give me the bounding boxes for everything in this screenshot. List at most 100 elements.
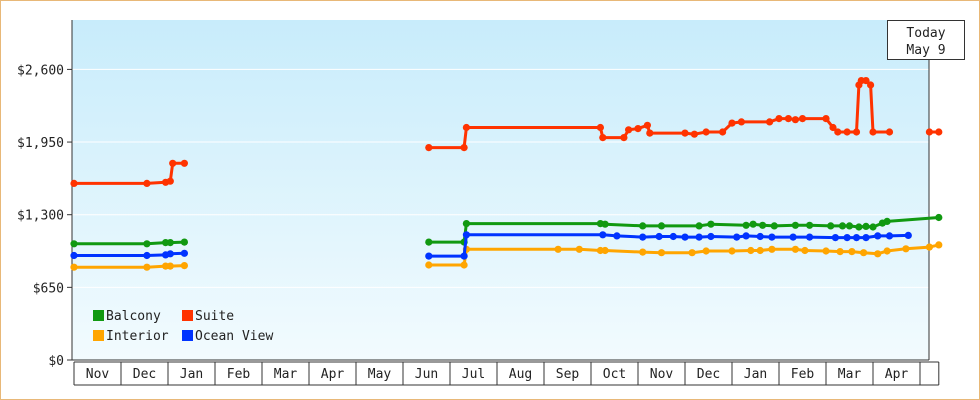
data-point: [768, 245, 776, 253]
data-point: [143, 251, 151, 260]
data-point: [737, 118, 746, 126]
month-label: Nov: [86, 367, 110, 382]
data-point: [874, 232, 882, 240]
data-point: [829, 123, 837, 132]
data-point: [554, 245, 562, 253]
data-point: [599, 134, 607, 142]
data-point: [143, 179, 151, 187]
data-point: [180, 238, 188, 246]
data-point: [639, 222, 647, 230]
today-marker: Today May 9: [887, 20, 965, 60]
data-point: [766, 118, 774, 126]
data-point: [862, 77, 870, 85]
data-point: [860, 249, 868, 257]
data-point: [707, 232, 715, 241]
data-point: [862, 222, 870, 230]
data-point: [759, 221, 767, 229]
data-point: [834, 128, 842, 136]
month-label: Sep: [556, 367, 580, 382]
data-point: [596, 123, 605, 132]
data-point: [601, 220, 609, 228]
data-point: [143, 263, 151, 271]
series-lines: [70, 77, 943, 271]
y-tick-label: $2,600: [17, 63, 64, 78]
data-point: [688, 249, 696, 257]
data-point: [843, 128, 851, 136]
data-point: [756, 232, 764, 241]
legend-swatch: [182, 310, 193, 321]
data-point: [869, 223, 877, 231]
legend: Balcony Suite Interior Ocean View: [93, 309, 273, 344]
data-point: [70, 251, 78, 260]
data-point: [791, 245, 800, 253]
data-point: [169, 159, 177, 167]
data-point: [885, 128, 894, 136]
data-point: [806, 233, 814, 241]
data-point: [690, 130, 699, 138]
data-point: [902, 245, 910, 253]
data-point: [806, 221, 814, 229]
data-point: [625, 126, 633, 134]
today-label: Today: [906, 26, 946, 41]
legend-label: Interior: [106, 329, 169, 344]
data-point: [742, 221, 750, 229]
data-point: [791, 221, 800, 229]
month-label: Feb: [791, 367, 815, 382]
data-point: [702, 247, 710, 255]
data-point: [707, 220, 715, 228]
data-point: [166, 239, 174, 247]
data-point: [869, 128, 877, 136]
legend-swatch: [182, 330, 193, 341]
data-point: [70, 263, 78, 271]
data-point: [657, 249, 666, 257]
data-point: [862, 234, 870, 242]
data-point: [852, 234, 861, 242]
data-point: [702, 128, 710, 136]
month-label: Mar: [838, 367, 862, 382]
data-point: [70, 179, 78, 187]
data-point: [70, 240, 78, 248]
data-point: [822, 247, 830, 255]
month-label: Jan: [744, 367, 767, 382]
data-point: [681, 233, 689, 241]
data-point: [599, 231, 607, 239]
data-point: [848, 248, 856, 256]
data-point: [655, 232, 663, 241]
data-point: [935, 241, 943, 249]
data-point: [695, 233, 703, 241]
plot-area: [72, 20, 929, 360]
data-point: [166, 177, 174, 185]
data-point: [728, 119, 736, 127]
month-label: Oct: [603, 367, 626, 382]
data-point: [855, 223, 863, 231]
month-label: Apr: [885, 367, 909, 382]
data-point: [425, 261, 433, 269]
data-point: [822, 115, 830, 123]
axes: [71, 20, 930, 361]
data-point: [681, 129, 689, 137]
data-point: [883, 247, 891, 255]
data-point: [639, 248, 647, 256]
data-point: [867, 81, 875, 89]
data-point: [462, 231, 470, 239]
data-point: [742, 232, 750, 240]
y-tick-label: $1,300: [17, 209, 64, 224]
data-point: [838, 222, 847, 230]
data-point: [462, 123, 470, 132]
today-date: May 9: [906, 43, 946, 58]
data-point: [601, 246, 609, 255]
y-tick-label: $0: [48, 354, 64, 369]
data-point: [845, 222, 854, 230]
data-point: [843, 234, 851, 242]
month-label: Dec: [697, 367, 720, 382]
data-point: [768, 233, 776, 241]
data-point: [935, 128, 943, 136]
data-point: [925, 128, 934, 136]
data-point: [798, 115, 807, 123]
data-point: [775, 115, 783, 123]
data-point: [613, 232, 621, 240]
data-point: [749, 220, 757, 228]
data-point: [646, 129, 654, 137]
data-point: [643, 121, 652, 129]
